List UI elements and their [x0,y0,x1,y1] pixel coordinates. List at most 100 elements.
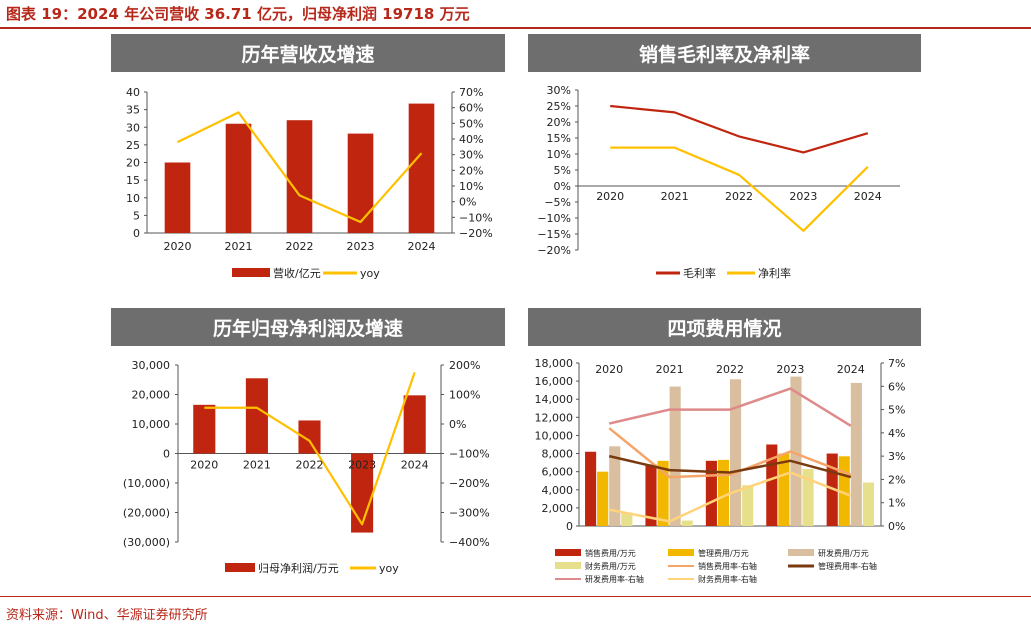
legend-label: yoy [379,562,399,575]
left-tick-label: 2,000 [542,502,574,515]
right-tick-label: 50% [459,117,483,130]
right-tick-label: 0% [459,196,476,209]
bar [408,103,435,233]
bar [597,471,609,526]
bar [193,404,216,454]
category-label: 2021 [656,363,684,376]
left-tick-label: 30 [126,121,140,134]
legend-swatch [555,549,581,556]
left-tick-label: 35 [126,104,140,117]
left-tick-label: −10% [537,212,571,225]
legend-label: 研发费用率-右轴 [585,574,644,584]
bar [778,453,790,526]
legend-label: 销售费用率-右轴 [698,561,757,571]
left-tick-label: 20% [547,116,571,129]
category-label: 2020 [164,240,192,253]
legend-label: 研发费用/万元 [818,548,869,558]
legend-label: 管理费用率-右轴 [818,561,877,571]
right-tick-label: 4% [888,427,905,440]
category-label: 2022 [725,190,753,203]
category-label: 2022 [296,459,324,472]
legend-label: 财务费用/万元 [585,561,636,571]
right-tick-label: −10% [459,211,493,224]
bar [850,382,862,526]
left-tick-label: −20% [537,244,571,257]
left-tick-label: 0 [566,520,573,533]
legend-label: 管理费用/万元 [698,548,749,558]
series-line [608,427,852,479]
right-tick-label: −20% [459,227,493,240]
source-note: 资料来源：Wind、华源证券研究所 [6,608,208,623]
right-tick-label: 0% [888,520,905,533]
series-line [177,111,423,224]
left-tick-label: (30,000) [123,536,170,549]
left-tick-label: 14,000 [535,393,574,406]
series-line [204,372,416,526]
series-line [610,104,869,154]
category-label: 2023 [347,240,375,253]
bar [621,512,633,526]
category-label: 2024 [854,190,882,203]
left-tick-label: 18,000 [535,357,574,370]
bar [681,520,693,526]
right-tick-label: 100% [449,389,480,402]
left-tick-label: 12,000 [535,411,574,424]
bar [657,460,669,526]
bar [705,460,717,526]
category-label: 2020 [190,459,218,472]
legend-label: 营收/亿元 [273,266,321,280]
legend-swatch [668,549,694,556]
left-tick-label: 10,000 [535,429,574,442]
legend-swatch [788,549,814,556]
left-tick-label: 10,000 [132,418,171,431]
category-label: 2023 [348,459,376,472]
category-label: 2024 [401,459,429,472]
bar [403,395,426,454]
right-tick-label: −100% [449,448,490,461]
left-tick-label: 5 [133,209,140,222]
right-tick-label: 6% [888,380,905,393]
category-label: 2022 [286,240,314,253]
left-tick-label: −15% [537,228,571,241]
left-tick-label: 8,000 [542,448,574,461]
right-tick-label: −300% [449,507,490,520]
left-tick-label: 40 [126,86,140,99]
left-tick-label: 20,000 [132,389,171,402]
bar [351,453,374,533]
bar [766,444,778,526]
left-tick-label: 10 [126,192,140,205]
bar [298,420,321,454]
left-tick-label: (20,000) [123,507,170,520]
right-tick-label: −400% [449,536,490,549]
category-label: 2021 [661,190,689,203]
bar [862,482,874,526]
legend-label: 销售费用/万元 [585,548,636,558]
legend-swatch [555,562,581,569]
right-tick-label: 60% [459,102,483,115]
category-label: 2021 [225,240,253,253]
right-tick-label: 3% [888,450,905,463]
bar [609,446,621,526]
series-line [608,471,852,523]
right-tick-label: 10% [459,180,483,193]
left-tick-label: 25 [126,139,140,152]
legend-swatch [225,563,255,572]
right-tick-label: 2% [888,473,905,486]
category-label: 2024 [408,240,436,253]
category-label: 2023 [776,363,804,376]
left-tick-label: (10,000) [123,477,170,490]
right-tick-label: −200% [449,477,490,490]
left-tick-label: 6,000 [542,466,574,479]
left-tick-label: 16,000 [535,375,574,388]
bar [802,468,814,526]
left-tick-label: 0 [163,448,170,461]
right-tick-label: 7% [888,357,905,370]
figure-title: 图表 19：2024 年公司营收 36.71 亿元，归母净利润 19718 万元 [6,5,470,23]
left-tick-label: 15% [547,132,571,145]
left-tick-label: 10% [547,148,571,161]
net-profit-chart-title: 历年归母净利润及增速 [111,308,505,346]
legend-label: 毛利率 [683,266,716,280]
legend-label: 归母净利润/万元 [258,561,339,575]
